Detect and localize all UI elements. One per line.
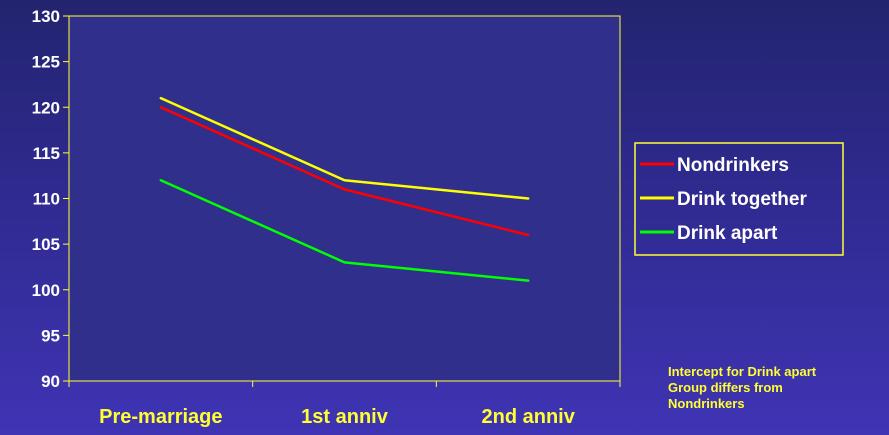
annotation-line-1: Intercept for Drink apart bbox=[668, 364, 817, 379]
x-tick-label: Pre-marriage bbox=[99, 406, 222, 428]
legend-label-drink-apart: Drink apart bbox=[677, 223, 778, 244]
annotation-note: Intercept for Drink apart Group differs … bbox=[668, 364, 888, 412]
y-tick-label: 105 bbox=[32, 235, 60, 254]
legend-box bbox=[634, 142, 844, 256]
series-lines bbox=[159, 96, 530, 282]
y-tick-label: 130 bbox=[32, 7, 60, 26]
y-axis: 90 95 100 105 110 115 120 125 130 bbox=[32, 7, 69, 391]
series-line-drink-apart bbox=[159, 179, 530, 282]
annotation-line-2: Group differs from bbox=[668, 380, 783, 395]
y-tick-label: 115 bbox=[33, 144, 60, 163]
y-tick-label: 90 bbox=[41, 372, 60, 391]
x-tick-label: 1st anniv bbox=[301, 406, 389, 428]
x-axis: Pre-marriage 1st anniv 2nd anniv bbox=[68, 381, 621, 428]
y-tick-label: 95 bbox=[41, 326, 60, 345]
annotation-line-3: Nondrinkers bbox=[668, 396, 745, 411]
y-tick-label: 120 bbox=[32, 98, 60, 117]
series-line-nondrinkers bbox=[159, 106, 530, 237]
series-line-drink-together bbox=[159, 96, 530, 200]
y-tick-label: 110 bbox=[33, 190, 60, 209]
legend-label-nondrinkers: Nondrinkers bbox=[677, 155, 789, 176]
plot-area bbox=[68, 15, 621, 382]
legend: Nondrinkers Drink together Drink apart bbox=[634, 142, 844, 256]
y-tick-label: 125 bbox=[32, 53, 60, 72]
legend-label-drink-together: Drink together bbox=[677, 189, 807, 210]
y-tick-label: 100 bbox=[32, 281, 60, 300]
x-tick-label: 2nd anniv bbox=[481, 406, 575, 428]
